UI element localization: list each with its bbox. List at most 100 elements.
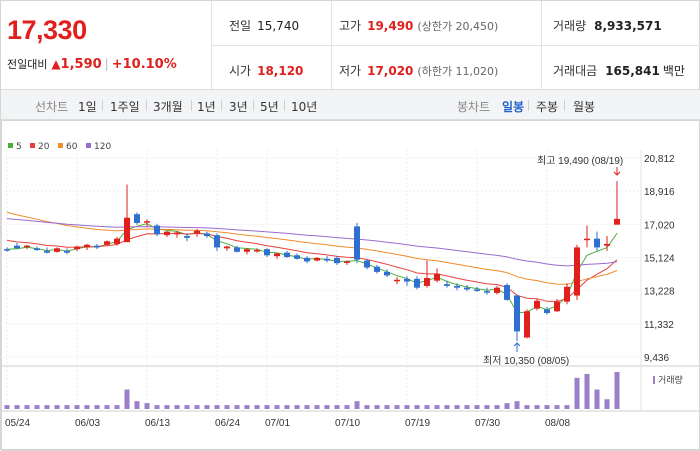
candle xyxy=(224,246,230,251)
candle xyxy=(284,251,290,258)
candle-body xyxy=(544,310,550,313)
volume-bar xyxy=(615,372,620,409)
candle-body xyxy=(424,278,430,286)
volume-bar xyxy=(525,405,530,409)
candle xyxy=(534,299,540,310)
candle xyxy=(94,244,100,249)
divider xyxy=(284,100,285,111)
tab-1w[interactable]: 1주일 xyxy=(110,98,140,115)
candle-body xyxy=(564,287,570,302)
candle xyxy=(484,288,490,295)
volume-bar xyxy=(595,390,600,409)
y-tick-label: 15,124 xyxy=(644,254,675,265)
candle-body xyxy=(174,233,180,235)
volume-bar xyxy=(405,405,410,409)
candle-body xyxy=(364,261,370,268)
volume-bar xyxy=(85,405,90,409)
divider xyxy=(564,100,565,111)
divider xyxy=(211,45,700,46)
volume-bar xyxy=(95,405,100,409)
volume-bar xyxy=(585,374,590,409)
candle-body xyxy=(384,272,390,275)
candle-body xyxy=(404,279,410,282)
divider: | xyxy=(105,57,109,71)
candle-body xyxy=(144,221,150,223)
candle xyxy=(264,248,270,257)
candle-body xyxy=(114,239,120,244)
legend-swatch-5 xyxy=(8,143,13,148)
volume-bar xyxy=(325,405,330,409)
candle-body xyxy=(24,246,30,248)
x-tick-label: 08/08 xyxy=(545,418,570,429)
tab-3y[interactable]: 3년 xyxy=(229,98,248,115)
volume-bar xyxy=(165,405,170,409)
legend-label-5: 5 xyxy=(16,142,22,152)
candle-body xyxy=(334,258,340,263)
volume-bar xyxy=(235,405,240,409)
candle-body xyxy=(454,286,460,288)
y-tick-label: 20,812 xyxy=(644,154,675,165)
candle-body xyxy=(94,246,100,248)
tab-monthly[interactable]: 월봉 xyxy=(573,98,595,115)
volume-bar xyxy=(135,401,140,409)
candle-body xyxy=(234,247,240,251)
price-change: 전일대비 ▲1,590|+10.10% xyxy=(7,56,177,72)
candle xyxy=(24,245,30,249)
candle xyxy=(594,232,600,251)
candle-body xyxy=(224,247,230,249)
volume-bar xyxy=(245,405,250,409)
volume-bar xyxy=(515,401,520,409)
volume-bar xyxy=(575,378,580,409)
arrow-up-icon xyxy=(514,343,520,352)
volume-bar xyxy=(295,405,300,409)
volume-bar xyxy=(25,405,30,409)
max-price-label: 최고 19,490 (08/19) xyxy=(537,155,623,167)
volume-bar xyxy=(185,405,190,409)
candle-body xyxy=(64,251,70,253)
candle-body xyxy=(304,258,310,261)
tab-10y[interactable]: 10년 xyxy=(291,98,317,115)
up-arrow-icon: ▲ xyxy=(51,57,60,71)
min-price-label: 최저 10,350 (08/05) xyxy=(483,355,569,367)
candle-body xyxy=(444,284,450,286)
volume-bar xyxy=(215,405,220,409)
x-tick-label: 07/19 xyxy=(405,418,430,429)
tab-3m[interactable]: 3개월 xyxy=(153,98,183,115)
volume-bar xyxy=(35,405,40,409)
candle-body xyxy=(464,288,470,290)
divider xyxy=(146,100,147,111)
candle-body xyxy=(374,267,380,272)
candle xyxy=(584,226,590,248)
legend-label-20: 20 xyxy=(38,142,50,152)
tab-1y[interactable]: 1년 xyxy=(197,98,216,115)
candle-body xyxy=(514,296,520,332)
candle-body xyxy=(484,291,490,293)
candle-body xyxy=(244,249,250,252)
candle xyxy=(494,286,500,295)
tab-5y[interactable]: 5년 xyxy=(260,98,279,115)
candle xyxy=(214,233,220,250)
volume-bar xyxy=(255,405,260,409)
candle xyxy=(544,307,550,315)
tab-daily[interactable]: 일봉 xyxy=(502,98,524,115)
candle-body xyxy=(574,247,580,295)
candle-body xyxy=(274,254,280,257)
candle-body xyxy=(604,244,610,246)
volume-bar xyxy=(375,405,380,409)
y-tick-label: 18,916 xyxy=(644,187,675,198)
tab-1d[interactable]: 1일 xyxy=(78,98,97,115)
tab-weekly[interactable]: 주봉 xyxy=(536,98,558,115)
volume-bar xyxy=(115,405,120,409)
volume-bar xyxy=(175,405,180,409)
candle xyxy=(574,245,580,300)
x-tick-label: 07/30 xyxy=(475,418,500,429)
candle xyxy=(374,265,380,274)
volume-bar xyxy=(145,403,150,409)
candle-body xyxy=(44,251,50,253)
volume-bar xyxy=(305,405,310,409)
candle xyxy=(504,283,510,300)
